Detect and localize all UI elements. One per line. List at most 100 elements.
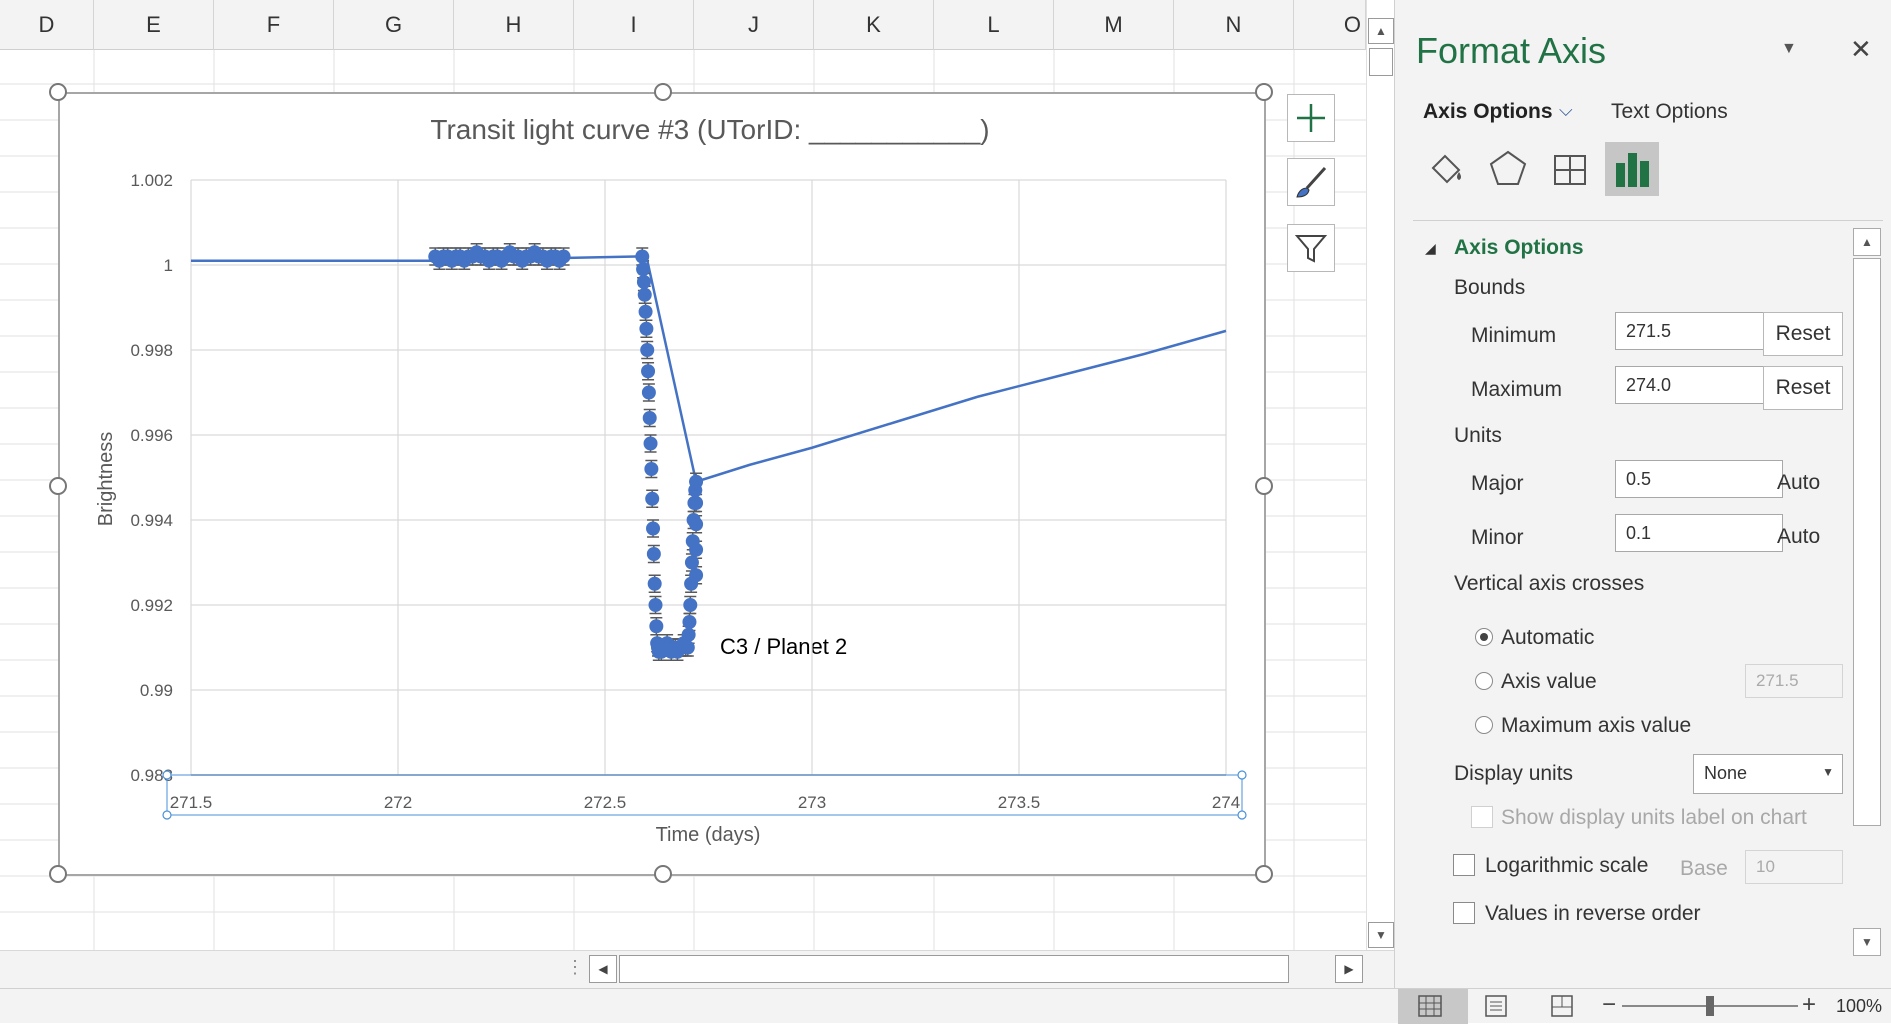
minimum-input[interactable]: 271.5 <box>1615 312 1783 350</box>
minor-auto-label[interactable]: Auto <box>1777 525 1821 548</box>
scroll-down-icon[interactable]: ▼ <box>1368 922 1394 948</box>
axis-options-tab-button[interactable] <box>1605 142 1659 196</box>
display-units-select[interactable]: None ▼ <box>1693 754 1843 794</box>
major-auto-label[interactable]: Auto <box>1777 471 1821 494</box>
display-units-label: Display units <box>1454 762 1574 785</box>
normal-view-button[interactable] <box>1398 989 1468 1024</box>
collapse-triangle-icon[interactable]: ◢ <box>1425 240 1436 256</box>
minor-input[interactable]: 0.1 <box>1615 514 1783 552</box>
zoom-in-icon[interactable]: + <box>1802 991 1817 1018</box>
fill-line-icon[interactable] <box>1425 148 1467 190</box>
major-input[interactable]: 0.5 <box>1615 460 1783 498</box>
major-label: Major <box>1471 472 1524 495</box>
effects-icon[interactable] <box>1487 148 1529 190</box>
col-header-k[interactable]: K <box>814 0 934 50</box>
radio-axis-value[interactable] <box>1475 672 1493 690</box>
tab-text-options[interactable]: Text Options <box>1611 100 1728 123</box>
pane-scroll-down-icon[interactable]: ▼ <box>1853 928 1881 956</box>
size-properties-icon[interactable] <box>1549 148 1591 190</box>
col-header-o[interactable]: O <box>1294 0 1366 50</box>
col-header-i[interactable]: I <box>574 0 694 50</box>
maximum-axis-value-label[interactable]: Maximum axis value <box>1501 714 1692 737</box>
plot-area[interactable]: 0.988 0.99 0.992 0.994 0.996 0.998 1 1.002 271.5… <box>130 171 1247 820</box>
scroll-up-icon[interactable]: ▲ <box>1368 18 1394 44</box>
pane-scroll-thumb[interactable] <box>1853 258 1881 826</box>
chart-area[interactable]: Transit light curve #3 (UTorID: ________… <box>49 83 1273 883</box>
col-header-n[interactable]: N <box>1174 0 1294 50</box>
col-header-g[interactable]: G <box>334 0 454 50</box>
col-header-m[interactable]: M <box>1054 0 1174 50</box>
chart-filters-button[interactable] <box>1287 224 1335 272</box>
y-axis-title[interactable]: Brightness <box>95 432 117 527</box>
format-axis-pane: Format Axis ▼ ✕ Axis Options ⌵ Text Opti… <box>1394 0 1891 988</box>
col-header-d[interactable]: D <box>0 0 94 50</box>
scroll-thumb[interactable] <box>1369 48 1393 76</box>
chart-elements-button[interactable] <box>1287 94 1335 142</box>
tab-axis-options[interactable]: Axis Options <box>1423 100 1553 123</box>
maximum-input[interactable]: 274.0 <box>1615 366 1783 404</box>
show-units-checkbox[interactable] <box>1471 806 1493 828</box>
zoom-out-icon[interactable]: − <box>1602 991 1617 1018</box>
resize-handle-top-left[interactable] <box>49 83 67 101</box>
data-point <box>682 615 697 629</box>
col-header-e[interactable]: E <box>94 0 214 50</box>
horizontal-scroll-thumb[interactable] <box>619 955 1289 983</box>
minimum-reset-button[interactable]: Reset <box>1763 312 1843 356</box>
data-point <box>638 304 653 319</box>
col-header-f[interactable]: F <box>214 0 334 50</box>
resize-handle-left[interactable] <box>49 477 67 495</box>
pane-scroll-up-icon[interactable]: ▲ <box>1853 228 1881 256</box>
vertical-scrollbar[interactable]: ▲ ▼ <box>1366 0 1394 988</box>
resize-handle-bottom[interactable] <box>654 865 672 883</box>
chart-title[interactable]: Transit light curve #3 (UTorID: ________… <box>430 114 989 145</box>
col-header-l[interactable]: L <box>934 0 1054 50</box>
resize-handle-top-right[interactable] <box>1255 83 1273 101</box>
section-axis-options[interactable]: Axis Options <box>1454 236 1584 259</box>
data-point <box>642 411 657 425</box>
reverse-order-label[interactable]: Values in reverse order <box>1485 902 1701 925</box>
brush-icon <box>1296 166 1327 198</box>
base-label: Base <box>1680 857 1728 880</box>
axis-value-input[interactable]: 271.5 <box>1745 664 1843 698</box>
axis-value-label[interactable]: Axis value <box>1501 670 1597 693</box>
radio-maximum-axis-value[interactable] <box>1475 716 1493 734</box>
radio-automatic[interactable] <box>1475 628 1493 646</box>
page-layout-icon[interactable] <box>1484 995 1508 1017</box>
page-break-icon[interactable] <box>1550 995 1574 1017</box>
pane-options-chevron-icon[interactable]: ▼ <box>1781 40 1797 57</box>
close-icon[interactable]: ✕ <box>1850 34 1872 64</box>
data-point <box>680 640 695 655</box>
logarithmic-label[interactable]: Logarithmic scale <box>1485 854 1649 877</box>
data-point <box>648 598 663 612</box>
chart-canvas: Transit light curve #3 (UTorID: ________… <box>95 114 1247 846</box>
column-headers: D E F G H I J K L M N O <box>0 0 1366 50</box>
automatic-label[interactable]: Automatic <box>1501 626 1595 649</box>
scroll-left-icon[interactable]: ◀ <box>589 955 617 983</box>
resize-handle-bottom-right[interactable] <box>1255 865 1273 883</box>
tab-chevron-down-icon[interactable]: ⌵ <box>1559 100 1573 120</box>
display-units-value: None <box>1704 763 1748 783</box>
col-header-j[interactable]: J <box>694 0 814 50</box>
resize-handle-top[interactable] <box>654 83 672 101</box>
resize-handle-right[interactable] <box>1255 477 1273 495</box>
zoom-level[interactable]: 100% <box>1836 996 1883 1016</box>
chart-annotation[interactable]: C3 / Planet 2 <box>720 634 847 659</box>
dropdown-chevron-icon: ▼ <box>1822 765 1834 779</box>
chart-styles-button[interactable] <box>1287 158 1335 206</box>
data-point <box>645 491 660 506</box>
reverse-order-checkbox[interactable] <box>1453 902 1475 924</box>
col-header-h[interactable]: H <box>454 0 574 50</box>
scroll-right-icon[interactable]: ▶ <box>1335 955 1363 983</box>
zoom-slider-thumb[interactable] <box>1706 996 1714 1016</box>
split-handle-icon[interactable]: ⋮ <box>566 957 584 977</box>
y-tick-label: 1.002 <box>130 171 173 190</box>
show-units-label[interactable]: Show display units label on chart <box>1501 806 1807 829</box>
x-axis-title[interactable]: Time (days) <box>656 824 761 846</box>
data-point <box>689 474 704 489</box>
maximum-reset-button[interactable]: Reset <box>1763 366 1843 410</box>
base-input[interactable]: 10 <box>1745 850 1843 884</box>
resize-handle-bottom-left[interactable] <box>49 865 67 883</box>
data-point <box>689 496 704 510</box>
data-point <box>649 619 664 634</box>
logarithmic-checkbox[interactable] <box>1453 854 1475 876</box>
